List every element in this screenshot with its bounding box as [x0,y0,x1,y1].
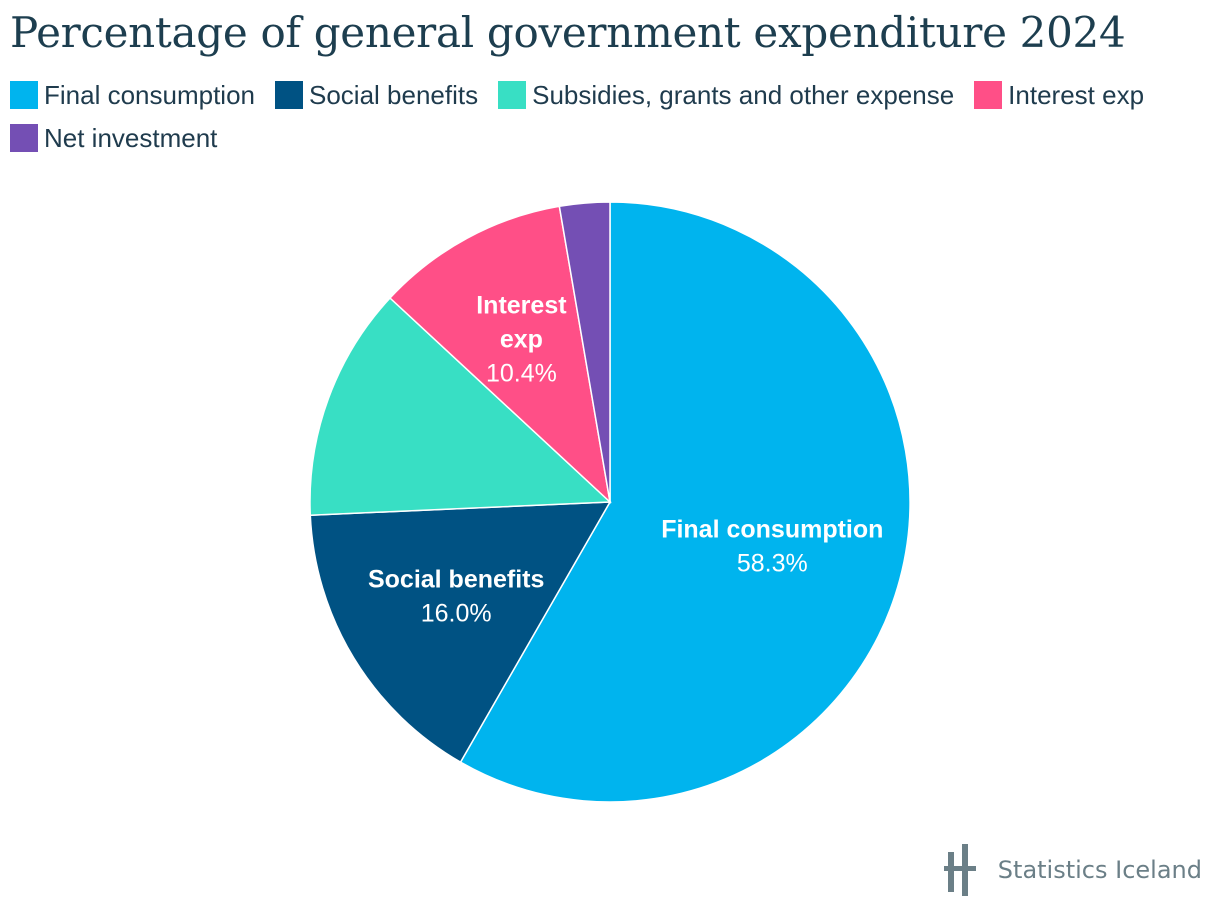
pie-slice[interactable] [459,201,911,803]
brand-name: Statistics Iceland [997,856,1202,884]
slice-value-label: 16.0% [421,600,492,628]
legend-item[interactable]: Net investment [10,123,217,153]
legend-label: Net investment [44,122,218,153]
slice-label: exp [500,325,543,353]
branding: Statistics Iceland [943,844,1202,896]
statistics-iceland-logo-icon [943,844,976,896]
pie-slice[interactable] [309,501,612,764]
pie-slice[interactable] [558,201,611,503]
pie-slice[interactable] [388,205,612,505]
legend-swatch [10,124,38,152]
legend-swatch [974,81,1003,109]
slice-value-label: 10.4% [486,359,557,387]
legend-label: Social benefits [309,79,479,110]
legend-item[interactable]: Interest exp [974,80,1144,110]
legend-swatch [275,81,303,109]
chart-legend: Final consumption Social benefits Subsidie… [10,80,1210,153]
slice-label: Final consumption [661,515,883,543]
legend-item[interactable]: Subsidies, grants and other expense [498,80,954,110]
slice-label: Interest [476,291,567,319]
legend-label: Subsidies, grants and other expense [532,79,955,110]
legend-label: Final consumption [44,79,255,110]
chart-title: Percentage of general government expendi… [10,8,1126,57]
legend-swatch [10,81,38,109]
legend-label: Interest exp [1008,79,1145,110]
legend-item[interactable]: Social benefits [275,80,478,110]
slice-label: Social benefits [368,566,544,594]
pie-slice[interactable] [309,296,612,516]
legend-item[interactable]: Final consumption [10,80,255,110]
legend-swatch [498,81,527,109]
slice-value-label: 58.3% [737,549,808,577]
